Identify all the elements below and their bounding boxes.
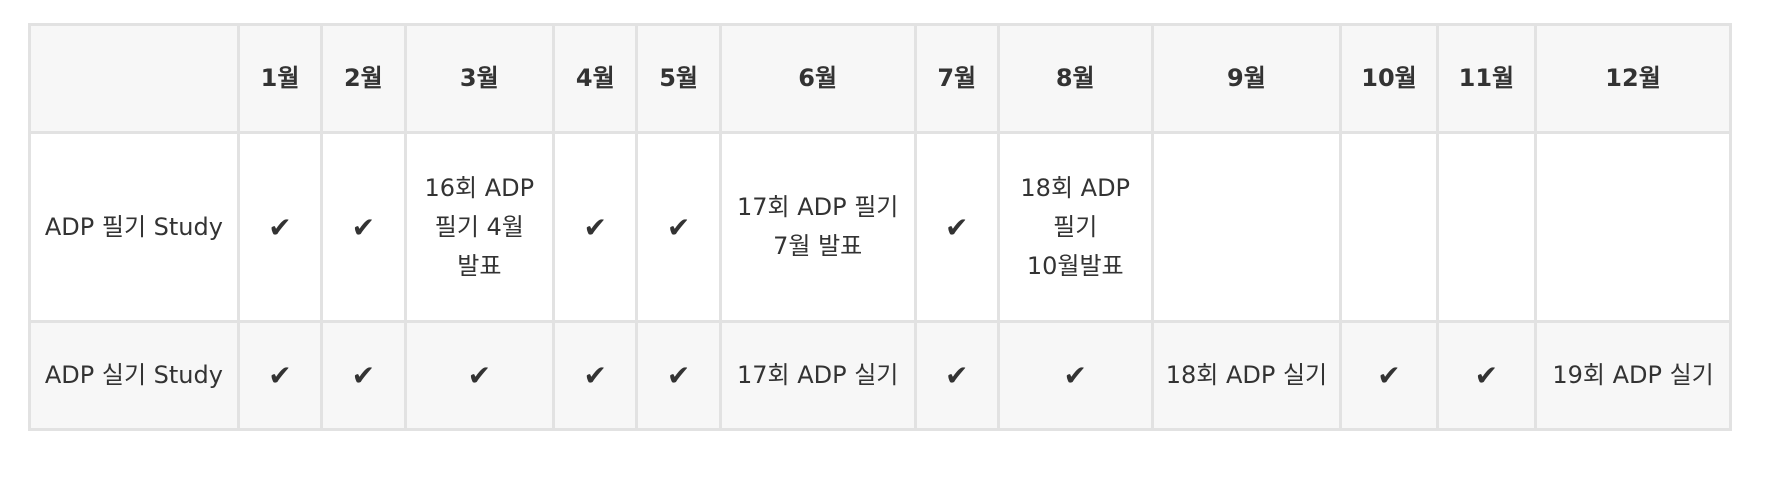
cell-written-month-12 (1534, 131, 1732, 323)
header-month-8: 8월 (996, 23, 1154, 134)
cell-text: ADP 실기 Study (44, 361, 223, 389)
cell-practical-month-3: ✔ (403, 320, 556, 431)
cell-practical-month-2: ✔ (320, 320, 407, 431)
cell-text: 17회 ADP 필기 7월 발표 (736, 193, 899, 260)
cell-written-month-11 (1435, 131, 1538, 323)
header-month-10: 10월 (1339, 23, 1439, 134)
cell-text: 18회 ADP 실기 (1165, 361, 1328, 389)
cell-practical-month-10: ✔ (1339, 320, 1439, 431)
check-icon: ✔ (1063, 359, 1087, 392)
header-month-5: 5월 (635, 23, 722, 134)
check-icon: ✔ (351, 210, 376, 244)
cell-written-month-4: ✔ (552, 131, 639, 323)
header-month-6: 6월 (718, 23, 917, 134)
adp-study-schedule-table: 1월 2월 3월 4월 5월 6월 7월 8월 9월 10월 11월 12월 A… (28, 23, 1732, 431)
header-month-12: 12월 (1534, 23, 1732, 134)
table-row-written: ADP 필기 Study ✔ ✔ 16회 ADP 필기 4월 발표 ✔ ✔ 17… (28, 131, 1732, 323)
cell-practical-month-9: 18회 ADP 실기 (1150, 320, 1343, 431)
header-month-11: 11월 (1435, 23, 1538, 134)
check-icon: ✔ (1377, 359, 1401, 392)
check-icon: ✔ (666, 359, 691, 392)
cell-text: 18회 ADP 필기 10월발표 (1020, 173, 1131, 280)
header-month-2: 2월 (320, 23, 407, 134)
cell-practical-month-8: ✔ (996, 320, 1154, 431)
cell-text: 16회 ADP 필기 4월 발표 (424, 173, 535, 280)
cell-written-month-1: ✔ (236, 131, 324, 323)
check-icon: ✔ (583, 210, 608, 244)
cell-written-month-6: 17회 ADP 필기 7월 발표 (718, 131, 917, 323)
cell-written-month-8: 18회 ADP 필기 10월발표 (996, 131, 1154, 323)
cell-written-month-7: ✔ (913, 131, 1000, 323)
header-month-7: 7월 (913, 23, 1000, 134)
cell-written-month-9 (1150, 131, 1343, 323)
cell-written-month-2: ✔ (320, 131, 407, 323)
cell-practical-month-7: ✔ (913, 320, 1000, 431)
cell-text: ADP 필기 Study (44, 212, 223, 241)
check-icon: ✔ (945, 210, 969, 244)
header-month-9: 9월 (1150, 23, 1343, 134)
cell-practical-month-6: 17회 ADP 실기 (718, 320, 917, 431)
header-month-4: 4월 (552, 23, 639, 134)
cell-practical-month-5: ✔ (635, 320, 722, 431)
cell-written-month-3: 16회 ADP 필기 4월 발표 (403, 131, 556, 323)
check-icon: ✔ (268, 359, 292, 392)
cell-written-month-5: ✔ (635, 131, 722, 323)
cell-written-month-10 (1339, 131, 1439, 323)
header-corner (28, 23, 240, 134)
cell-practical-month-11: ✔ (1435, 320, 1538, 431)
row-label-written: ADP 필기 Study (28, 131, 240, 323)
cell-text: 17회 ADP 실기 (736, 361, 899, 389)
check-icon: ✔ (666, 210, 691, 244)
row-label-practical: ADP 실기 Study (28, 320, 240, 431)
check-icon: ✔ (583, 359, 608, 392)
check-icon: ✔ (945, 359, 969, 392)
cell-text: 19회 ADP 실기 (1552, 361, 1714, 389)
check-icon: ✔ (268, 210, 292, 244)
cell-practical-month-4: ✔ (552, 320, 639, 431)
header-month-1: 1월 (236, 23, 324, 134)
table-row-practical: ADP 실기 Study ✔ ✔ ✔ ✔ ✔ 17회 ADP 실기 ✔ ✔ 18… (28, 320, 1732, 431)
header-month-3: 3월 (403, 23, 556, 134)
cell-practical-month-12: 19회 ADP 실기 (1534, 320, 1732, 431)
header-row: 1월 2월 3월 4월 5월 6월 7월 8월 9월 10월 11월 12월 (28, 23, 1732, 134)
check-icon: ✔ (351, 359, 376, 392)
schedule-table-container: 1월 2월 3월 4월 5월 6월 7월 8월 9월 10월 11월 12월 A… (28, 23, 1732, 431)
check-icon: ✔ (467, 359, 492, 392)
cell-practical-month-1: ✔ (236, 320, 324, 431)
check-icon: ✔ (1474, 359, 1499, 392)
